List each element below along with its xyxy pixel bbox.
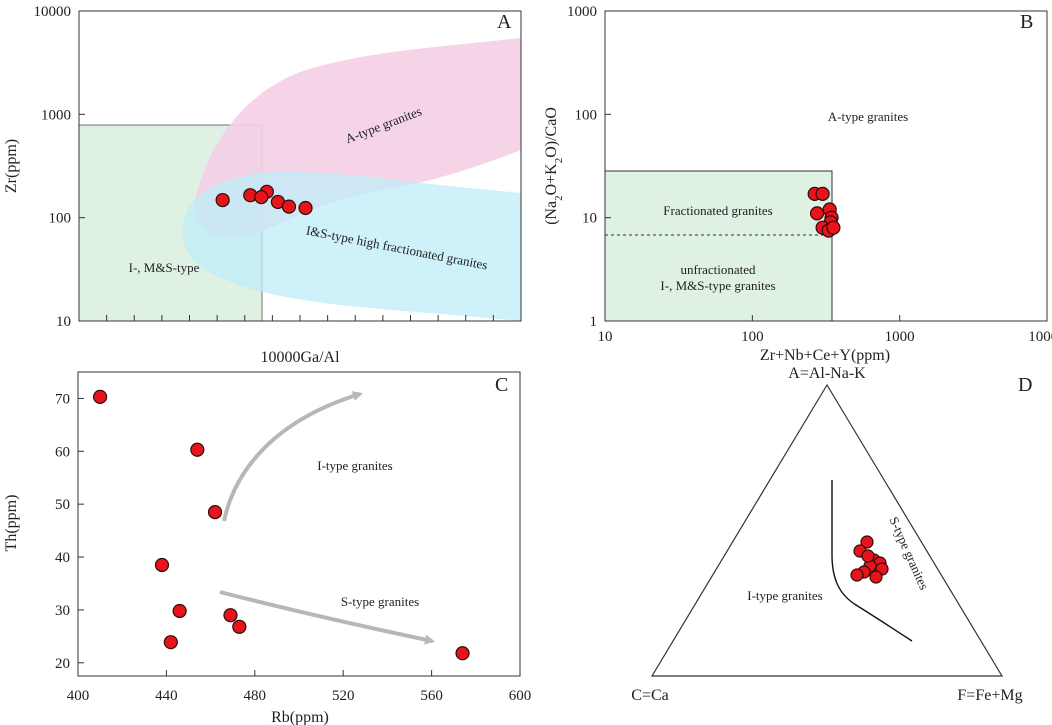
a-y-tick-label: 10000 <box>34 4 72 20</box>
panel-a-points <box>215 184 313 216</box>
s-type-trend-arrow <box>219 590 435 645</box>
b-x-tick-label: 10000 <box>1028 329 1052 345</box>
c-y-tick-label: 50 <box>55 497 70 513</box>
b-x-tick-label: 100 <box>741 329 764 345</box>
c-point <box>232 619 247 634</box>
panel-a-y-ticks: 10 100 1000 10000 <box>34 4 85 330</box>
panel-d-letter: D <box>1018 374 1032 396</box>
b-y-tick-label: 1000 <box>567 4 597 20</box>
b-point <box>826 220 841 235</box>
b-y-tick-label: 1 <box>590 314 598 330</box>
c-y-tick-label: 70 <box>55 391 70 407</box>
panel-a-x-label: 10000Ga/Al <box>260 349 340 366</box>
c-point <box>163 635 178 650</box>
panel-c-x-label: Rb(ppm) <box>271 709 329 725</box>
a-point <box>298 200 313 216</box>
a-y-tick-label: 10 <box>56 314 71 330</box>
c-y-tick-label: 60 <box>55 444 70 460</box>
panel-b-letter: B <box>1020 11 1033 33</box>
panel-c-x-ticks: 400 440 480 520 560 600 <box>67 670 532 704</box>
d-point <box>850 568 864 582</box>
c-x-tick-label: 600 <box>509 688 532 704</box>
panel-c-y-ticks: 20 30 40 50 60 70 <box>55 391 84 672</box>
i-s-boundary-line <box>831 480 913 642</box>
c-y-tick-label: 30 <box>55 603 70 619</box>
unfractionated-label-2: I-, M&S-type granites <box>660 278 775 293</box>
panel-a-y-label: Zr(ppm) <box>3 139 20 193</box>
a-point <box>281 199 297 214</box>
panel-c-y-label: Th(ppm) <box>3 495 20 552</box>
ternary-triangle <box>650 383 1004 677</box>
fractionated-field <box>604 170 833 322</box>
a-point <box>254 190 269 205</box>
apex-right-label: F=Fe+Mg <box>957 687 1022 704</box>
panel-b-y-ticks: 1 10 100 1000 <box>567 4 611 330</box>
c-point <box>154 557 170 573</box>
c-point <box>223 608 238 623</box>
normal-field-label: I-, M&S-type <box>129 260 200 275</box>
c-x-tick-label: 520 <box>332 688 355 704</box>
panel-b-points <box>807 186 841 238</box>
c-x-tick-label: 440 <box>155 688 178 704</box>
panel-b-frame <box>604 10 1048 322</box>
c-x-tick-label: 400 <box>67 688 90 704</box>
b-x-tick-label: 10 <box>598 329 613 345</box>
panel-a-x-ticks <box>78 315 522 321</box>
d-s-type-label: S-type granites <box>886 514 932 592</box>
c-y-tick-label: 20 <box>55 656 70 672</box>
panel-c-points <box>92 389 470 661</box>
panel-a-letter: A <box>497 11 512 33</box>
s-type-trend-label: S-type granites <box>341 594 419 609</box>
apex-top-label: A=Al-Na-K <box>788 365 866 382</box>
d-point <box>860 535 874 549</box>
panel-c-frame <box>77 371 521 677</box>
c-x-tick-label: 480 <box>244 688 267 704</box>
b-point <box>809 206 825 221</box>
panel-d-points <box>850 535 889 584</box>
high-fractionated-field <box>182 171 521 321</box>
c-point <box>455 646 470 661</box>
b-a-type-label: A-type granites <box>828 109 909 124</box>
d-i-type-label: I-type granites <box>747 588 822 603</box>
i-type-trend-label: I-type granites <box>317 458 392 473</box>
a-y-tick-label: 100 <box>49 211 72 227</box>
c-x-tick-label: 560 <box>420 688 443 704</box>
b-point <box>815 186 830 201</box>
c-point <box>92 389 108 404</box>
b-y-tick-label: 100 <box>575 107 598 123</box>
c-point <box>190 442 205 457</box>
c-point <box>172 603 187 619</box>
a-y-tick-label: 1000 <box>41 107 71 123</box>
apex-left-label: C=Ca <box>631 687 668 704</box>
unfractionated-label-1: unfractionated <box>680 262 756 277</box>
panel-d: A=Al-Na-K C=Ca F=Fe+Mg D I-type granites… <box>631 365 1032 704</box>
b-y-tick-label: 10 <box>582 211 597 227</box>
b-x-tick-label: 1000 <box>885 329 915 345</box>
panel-c-letter: C <box>495 374 508 396</box>
panel-b-y-label: (Na2O+K2O)/CaO <box>543 107 565 225</box>
d-point <box>861 549 875 563</box>
fractionated-label: Fractionated granites <box>663 203 772 218</box>
c-y-tick-label: 40 <box>55 550 70 566</box>
i-type-trend-arrow <box>222 391 363 522</box>
c-point <box>207 505 223 520</box>
d-point <box>869 570 883 584</box>
panel-b-x-label: Zr+Nb+Ce+Y(ppm) <box>760 347 890 364</box>
a-point <box>215 192 230 208</box>
panel-b-x-ticks: 10 100 1000 10000 <box>598 315 1052 345</box>
